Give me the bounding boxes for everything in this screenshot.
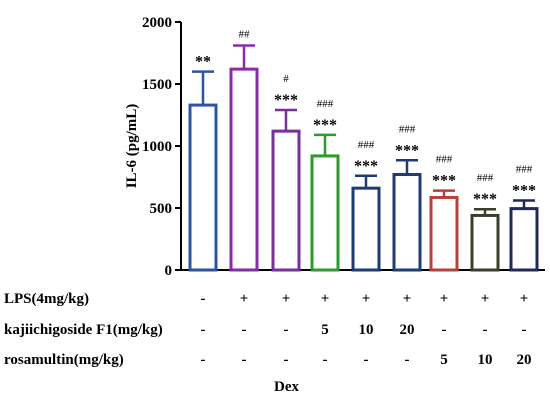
significance-hashes: ### <box>477 172 494 184</box>
treatment-cell: - <box>283 352 289 368</box>
treatment-cell: + <box>480 291 490 307</box>
significance-stars: *** <box>512 183 536 200</box>
significance-stars: *** <box>432 173 456 190</box>
treatment-cell: + <box>320 291 330 307</box>
significance-stars: *** <box>473 191 497 208</box>
y-tick-label: 0 <box>165 263 173 279</box>
y-tick-label: 2000 <box>142 15 172 31</box>
treatment-cell: - <box>482 322 488 338</box>
bar <box>271 129 301 272</box>
significance-hashes: ### <box>436 154 453 166</box>
y-tick-label: 1000 <box>142 139 172 155</box>
treatment-cell: - <box>521 322 527 338</box>
bar <box>351 186 381 272</box>
treatment-cell: - <box>283 322 289 338</box>
treatment-cell: - <box>363 352 369 368</box>
bars: ** ## *** # *** ### *** ### *** ### *** ### *** ### **… <box>188 29 539 272</box>
treatment-cell: - <box>322 352 328 368</box>
bar <box>392 173 422 272</box>
bar <box>509 207 539 272</box>
treatment-cell: + <box>361 291 371 307</box>
treatment-cell: 5 <box>440 352 448 368</box>
bar <box>188 103 218 272</box>
treatment-cell: 5 <box>321 322 329 338</box>
treatment-cell: - <box>441 322 447 338</box>
significance-stars: ** <box>195 54 211 71</box>
bar <box>229 67 259 272</box>
treatment-cell: - <box>241 352 247 368</box>
treatment-cell: 10 <box>358 322 374 338</box>
treatment-cell: - <box>200 291 206 307</box>
significance-stars: *** <box>274 92 298 109</box>
significance-hashes: # <box>283 73 289 85</box>
treatment-cell: + <box>439 291 449 307</box>
treatment-cell: 10 <box>477 352 493 368</box>
row-label-rosamultin: rosamultin(mg/kg) <box>4 352 124 368</box>
significance-hashes: ### <box>317 98 334 110</box>
treatment-cell: + <box>402 291 412 307</box>
bar <box>310 154 340 272</box>
treatment-cell: - <box>404 352 410 368</box>
dex-label: Dex <box>274 379 299 395</box>
row-label-kajiichigoside: kajiichigoside F1(mg/kg) <box>4 322 163 338</box>
significance-hashes: ### <box>516 164 533 176</box>
significance-hashes: ## <box>239 29 251 41</box>
treatment-cell: + <box>239 291 249 307</box>
y-axis-label: IL-6 (pg/mL) <box>124 104 140 189</box>
bar <box>470 213 500 272</box>
y-tick-label: 500 <box>150 201 173 217</box>
treatment-cell: - <box>200 352 206 368</box>
treatment-cell: - <box>241 322 247 338</box>
significance-stars: *** <box>395 142 419 159</box>
significance-hashes: ### <box>358 139 375 151</box>
treatment-cell: 20 <box>399 322 415 338</box>
treatment-cell: - <box>200 322 206 338</box>
y-tick-label: 1500 <box>142 77 172 93</box>
row-label-lps: LPS(4mg/kg) <box>4 291 90 307</box>
treatment-cell: 20 <box>516 352 532 368</box>
bar <box>429 195 459 272</box>
significance-stars: *** <box>354 158 378 175</box>
significance-hashes: ### <box>399 123 416 135</box>
significance-stars: *** <box>313 117 337 134</box>
treatment-cell: + <box>519 291 529 307</box>
treatment-cell: + <box>281 291 291 307</box>
